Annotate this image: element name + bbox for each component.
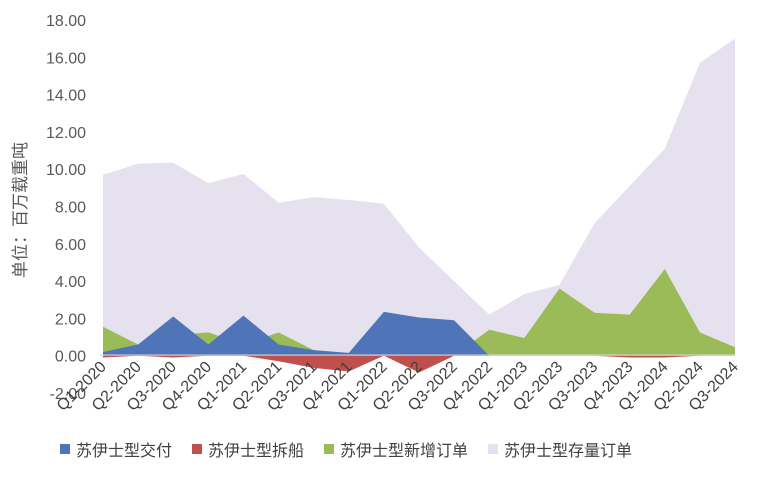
- y-tick-label: 12.00: [46, 125, 86, 142]
- y-tick-label: 2.00: [55, 311, 86, 328]
- legend-label: 苏伊士型拆船: [208, 443, 305, 460]
- y-tick-label: 10.00: [46, 162, 86, 179]
- legend-item-3: 苏伊士型存量订单: [488, 437, 632, 461]
- legend-label: 苏伊士型新增订单: [340, 443, 469, 460]
- y-tick-label: 16.00: [46, 50, 86, 67]
- series-area-0: [103, 311, 735, 356]
- legend-swatch: [324, 444, 335, 454]
- legend-item-0: 苏伊士型交付: [60, 437, 172, 461]
- y-axis-ticks: -2.00 0.00 2.00 4.00 6.00 8.00 10.00 12.00 14.00…: [46, 13, 86, 403]
- y-tick-label: -2.00: [50, 386, 87, 403]
- legend-label: 苏伊士型存量订单: [504, 443, 633, 460]
- y-tick-label: 0.00: [55, 349, 86, 366]
- legend-label: 苏伊士型交付: [76, 443, 173, 460]
- y-tick-label: 4.00: [55, 274, 86, 291]
- legend-swatch: [60, 444, 70, 454]
- y-tick-label: 18.00: [46, 13, 86, 30]
- y-tick-label: 8.00: [55, 200, 86, 217]
- y-tick-label: 14.00: [46, 88, 86, 105]
- legend-swatch: [192, 444, 203, 454]
- x-axis-ticks: Q1-2020Q2-2020Q3-2020Q4-2020Q1-2021Q2-20…: [54, 358, 742, 414]
- y-axis-label: 单位：百万载重吨: [11, 142, 30, 278]
- legend-item-1: 苏伊士型拆船: [192, 437, 304, 461]
- series-area-3: [103, 38, 735, 356]
- legend: 苏伊士型交付 苏伊士型拆船 苏伊士型新增订单 苏伊士型存量订单: [60, 437, 632, 461]
- legend-swatch: [488, 444, 499, 454]
- series-area-1: [103, 355, 735, 373]
- legend-item-2: 苏伊士型新增订单: [324, 437, 468, 461]
- series-area-2: [103, 268, 735, 356]
- series-areas: [103, 38, 735, 373]
- y-tick-label: 6.00: [55, 237, 86, 254]
